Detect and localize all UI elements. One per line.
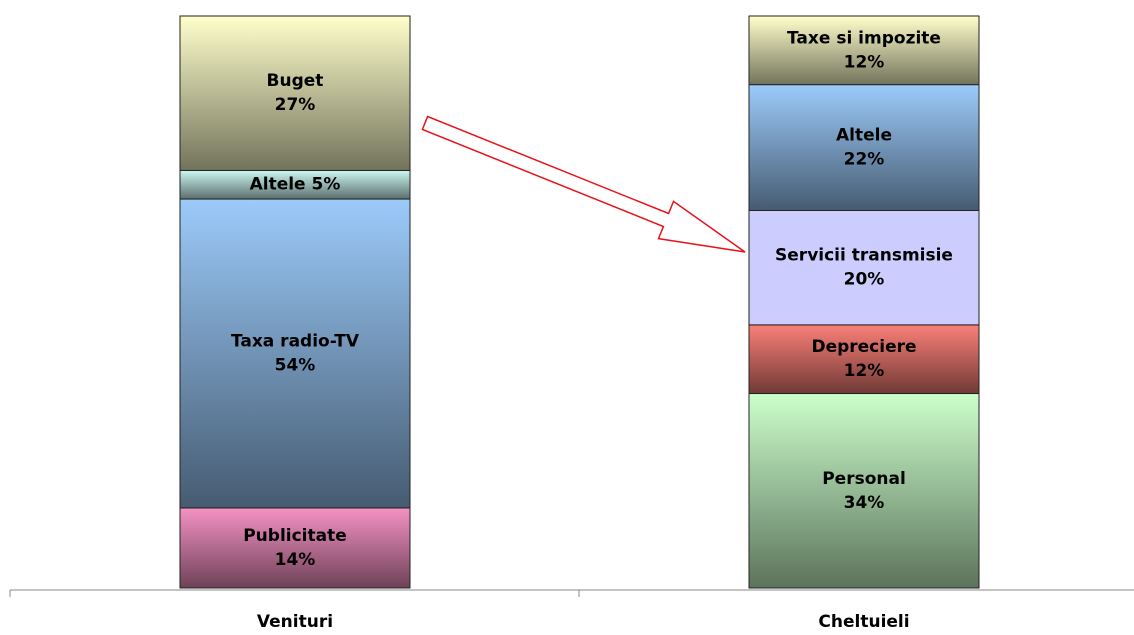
data-label: 12% xyxy=(844,361,885,381)
data-label: 22% xyxy=(844,150,885,170)
bar-segment xyxy=(748,15,980,86)
x-tick-label: Venituri xyxy=(257,612,333,632)
data-label: 54% xyxy=(275,355,316,375)
bar-segment xyxy=(748,209,980,326)
segment-label: Altele 5% xyxy=(250,175,341,195)
bar-segment xyxy=(179,198,411,509)
series-name: Altele xyxy=(836,126,892,146)
data-label: 14% xyxy=(275,550,316,570)
series-name: Taxa radio-TV xyxy=(231,331,360,351)
series-name: Buget xyxy=(267,71,324,91)
series-name: Depreciere xyxy=(811,337,916,357)
bar-segment xyxy=(748,84,980,211)
data-label: 34% xyxy=(844,493,885,513)
data-label: 5% xyxy=(312,175,341,195)
bar-segment xyxy=(179,15,411,171)
series-name: Servicii transmisie xyxy=(775,246,953,266)
bars: Publicitate 14% Taxa radio-TV 54% Altele 5% B… xyxy=(179,15,980,589)
bar-segment xyxy=(179,507,411,589)
data-label: 12% xyxy=(844,52,885,72)
x-tick-label: Cheltuieli xyxy=(818,612,909,632)
series-name: Personal xyxy=(822,469,906,489)
data-label: 20% xyxy=(844,270,885,290)
series-name: Altele xyxy=(250,175,306,195)
arrow xyxy=(421,115,746,253)
bar-segment xyxy=(748,393,980,589)
bar-segment xyxy=(748,324,980,395)
series-name: Publicitate xyxy=(243,526,347,546)
data-label: 27% xyxy=(275,95,316,115)
series-name: Taxe si impozite xyxy=(787,28,941,48)
bar-segment xyxy=(179,169,411,200)
